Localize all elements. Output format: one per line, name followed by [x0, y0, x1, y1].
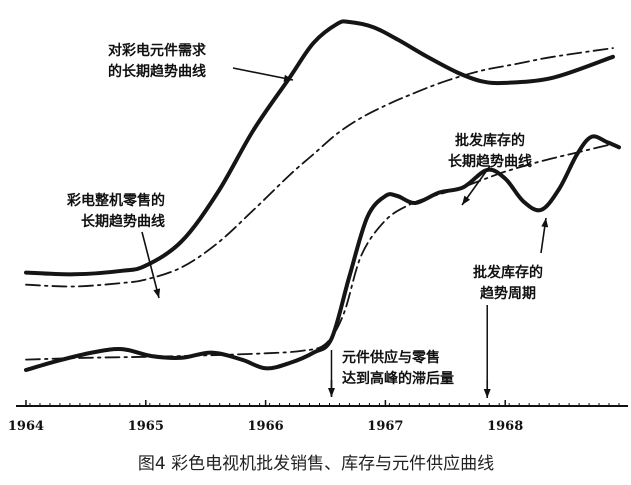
x-tick-label-1966: 1966 — [248, 419, 284, 434]
inventory-trend-arrow-head — [462, 195, 471, 205]
retail-trend-curve — [25, 47, 614, 288]
annotation-line: 长期趋势曲线 — [81, 213, 165, 230]
annotation-line: 批发库存的 — [455, 132, 525, 149]
figure-caption: 图4 彩色电视机批发销售、库存与元件供应曲线 — [138, 454, 494, 474]
annotation-line: 达到高峰的滞后量 — [342, 370, 454, 387]
inventory-cycle-arrow-head — [541, 218, 549, 228]
annotation-line: 元件供应与零售 — [342, 349, 440, 366]
annotation-lag: 元件供应与零售达到高峰的滞后量 — [342, 349, 454, 387]
x-tick-label-1964: 1964 — [8, 419, 44, 434]
series-layer — [24, 19, 621, 372]
inventory-cycle-curve — [24, 134, 621, 372]
annotation-inventory-cycle: 批发库存的趋势周期 — [473, 264, 543, 302]
annotation-component-demand: 对彩电元件需求的长期趋势曲线 — [108, 42, 207, 80]
x-axis-ticks: 1964 1965 1966 1967 1968 — [8, 400, 620, 434]
x-tick-label-1967: 1967 — [367, 419, 403, 434]
retail-trend-arrow-line — [141, 231, 160, 299]
annotation-arrows-layer — [141, 67, 549, 398]
annotation-line: 的长期趋势曲线 — [108, 63, 206, 80]
annotation-retail-trend: 彩电整机零售的长期趋势曲线 — [66, 192, 165, 230]
component-demand-arrow-line — [232, 67, 294, 81]
annotation-line: 批发库存的 — [473, 264, 543, 281]
retail-trend-arrow-head — [153, 288, 161, 298]
annotation-line: 彩电整机零售的 — [66, 192, 165, 209]
annotation-line: 对彩电元件需求 — [108, 42, 207, 59]
annotations-layer: 对彩电元件需求的长期趋势曲线彩电整机零售的长期趋势曲线批发库存的长期趋势曲线批发… — [66, 42, 543, 387]
inventory-trend-curve — [25, 142, 614, 361]
x-tick-label-1965: 1965 — [128, 419, 164, 434]
annotation-line: 趋势周期 — [480, 285, 536, 302]
lag-end-arrow-head — [483, 389, 491, 398]
component-demand-curve — [24, 19, 615, 277]
annotation-inventory-trend: 批发库存的长期趋势曲线 — [448, 132, 532, 170]
component-demand-arrow-head — [283, 74, 293, 82]
x-tick-label-1968: 1968 — [487, 419, 523, 434]
lag-start-arrow-head — [328, 388, 335, 397]
annotation-line: 长期趋势曲线 — [448, 153, 532, 170]
